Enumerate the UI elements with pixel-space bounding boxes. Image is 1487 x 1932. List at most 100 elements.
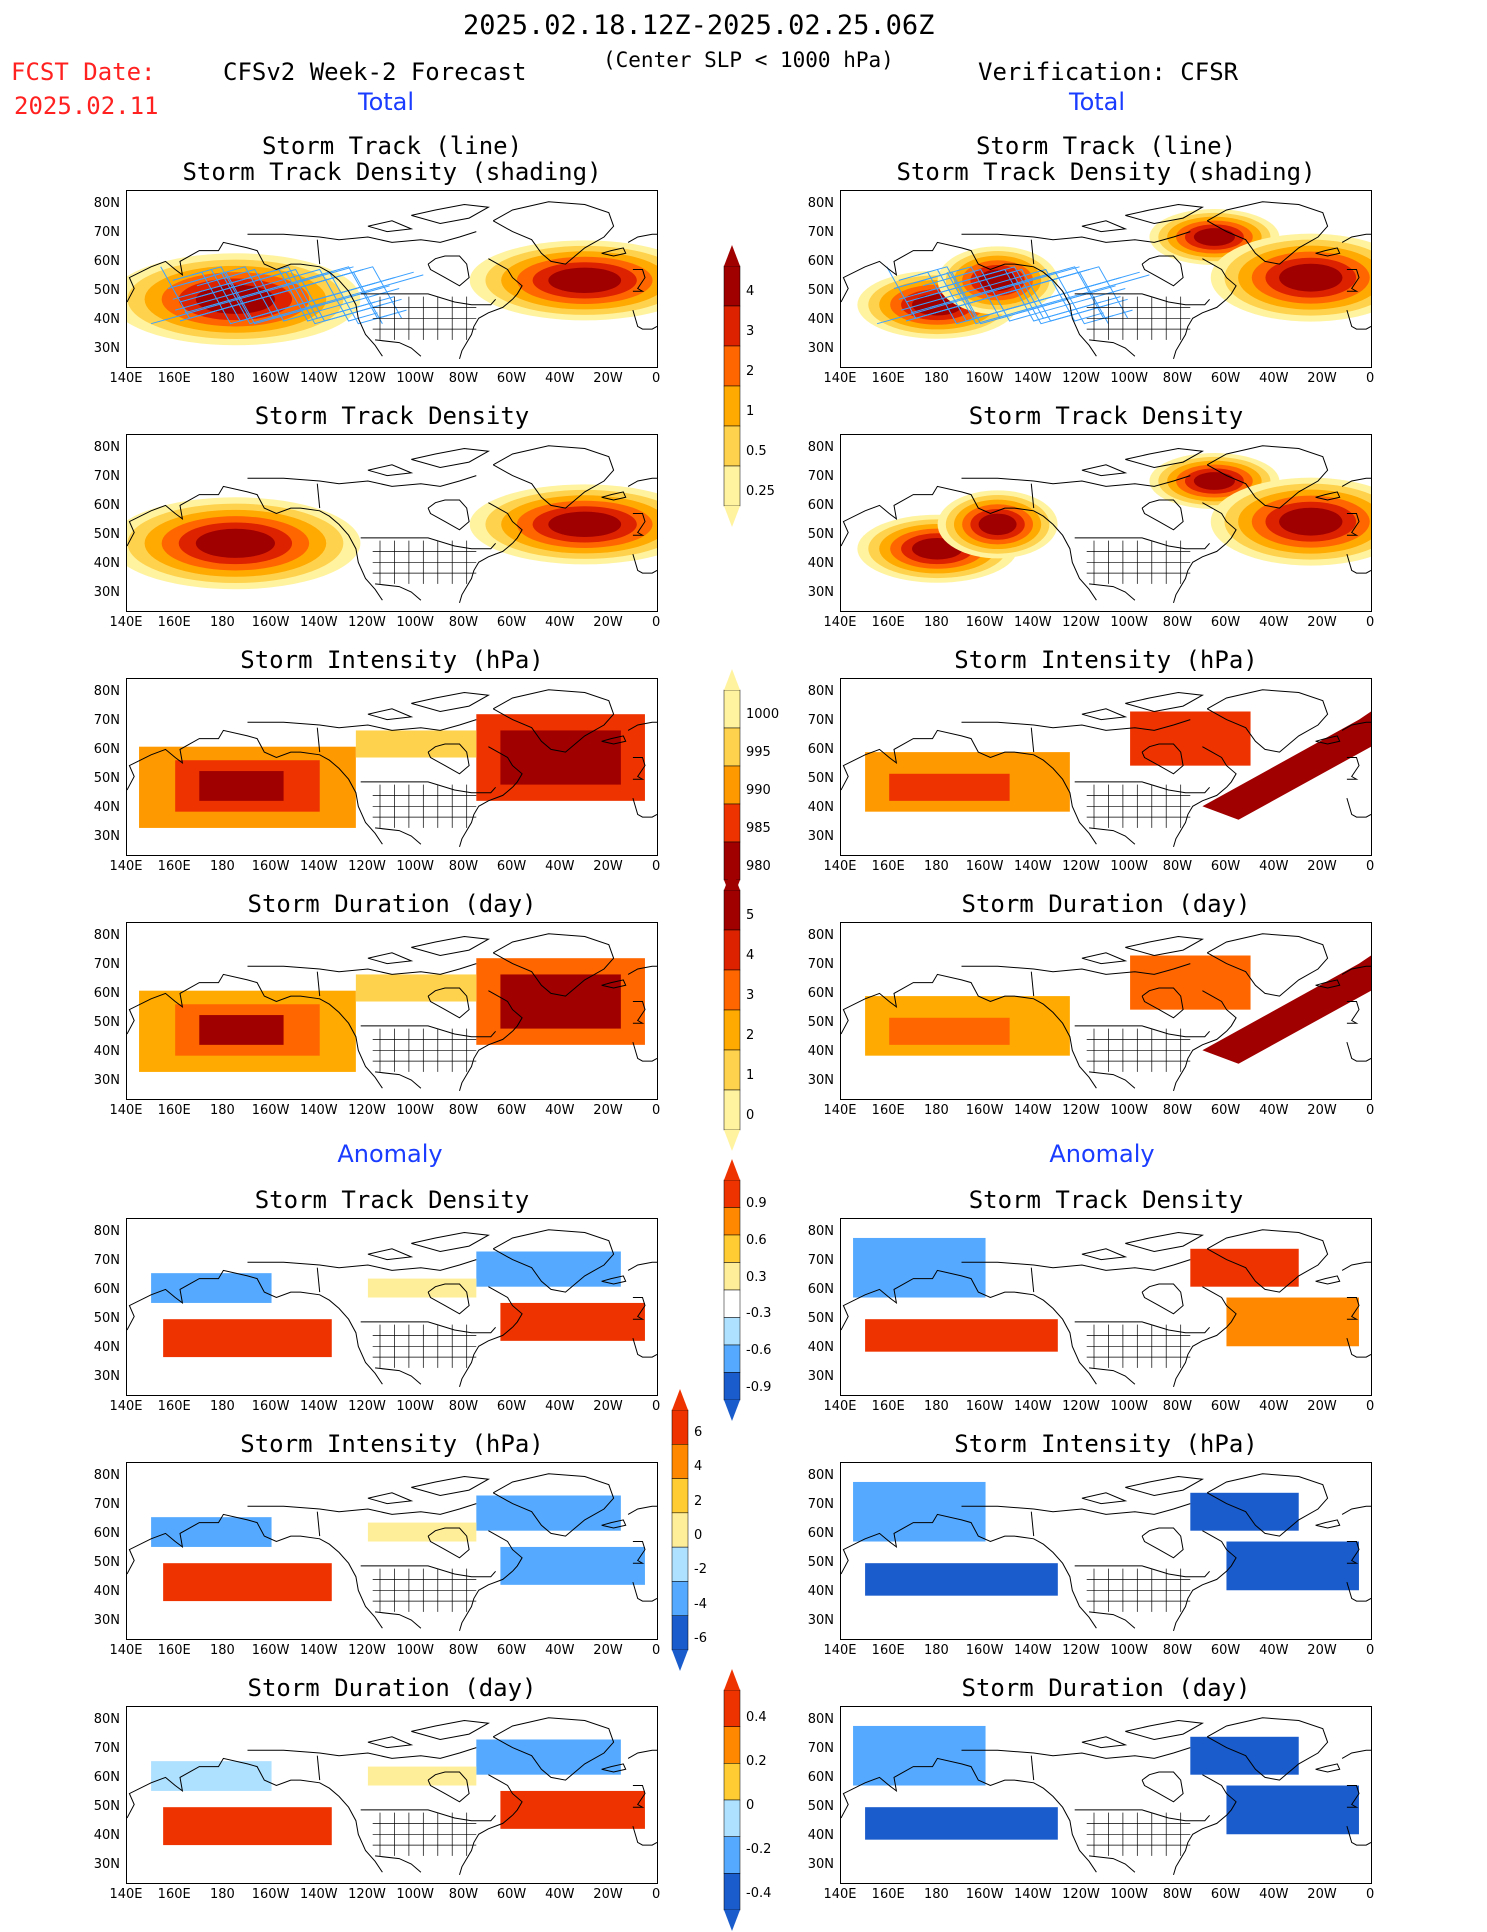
lon-label: 40W bbox=[1259, 1103, 1289, 1118]
coastline-3 bbox=[1173, 1814, 1227, 1876]
coastline-6 bbox=[601, 1275, 627, 1285]
lat-label: 30N bbox=[807, 1369, 834, 1384]
coastline-3 bbox=[459, 786, 513, 848]
storm-track-14 bbox=[184, 271, 388, 325]
map-svg bbox=[127, 689, 657, 848]
lon-label: 140E bbox=[823, 1399, 857, 1414]
panel-title: Storm Track (line) bbox=[975, 132, 1237, 160]
colorbar-label: 6 bbox=[694, 1425, 703, 1441]
map-svg bbox=[841, 201, 1371, 360]
lon-label: 40W bbox=[545, 615, 575, 630]
pacific-core bbox=[889, 773, 1010, 801]
lon-label: 140E bbox=[823, 1103, 857, 1118]
lon-label: 140W bbox=[1013, 1399, 1052, 1414]
lon-label: 160W bbox=[251, 615, 290, 630]
colorbar-swatch bbox=[671, 1409, 689, 1445]
panel-title: Storm Track Density bbox=[254, 1186, 530, 1214]
colorbar-label: 2 bbox=[746, 1028, 755, 1043]
colorbar-swatch bbox=[723, 1089, 741, 1131]
border-2 bbox=[375, 583, 422, 601]
lat-label: 40N bbox=[807, 312, 834, 327]
anom-atlantic bbox=[1226, 1297, 1359, 1347]
coastline-7 bbox=[1346, 1297, 1360, 1320]
coastline-1 bbox=[961, 1503, 1191, 1515]
coastline-8 bbox=[632, 309, 657, 330]
lon-label: 120W bbox=[348, 371, 386, 386]
lat-label: 50N bbox=[93, 283, 120, 298]
storm-track-16 bbox=[196, 268, 400, 322]
coastline-1 bbox=[247, 231, 477, 243]
lon-label: 160W bbox=[251, 1399, 290, 1414]
lon-label: 60W bbox=[1210, 859, 1241, 874]
lat-label: 60N bbox=[807, 498, 834, 513]
colorbar-label: 995 bbox=[746, 745, 771, 760]
coastline-0 bbox=[841, 729, 1097, 845]
lon-label: 140W bbox=[1013, 859, 1052, 874]
map-panel-p2-verification bbox=[840, 434, 1372, 612]
storm-track-1 bbox=[175, 268, 378, 322]
lon-label: 20W bbox=[593, 1643, 623, 1658]
border-1 bbox=[1074, 1565, 1210, 1578]
colorbar-swatch bbox=[671, 1444, 689, 1479]
lon-label: 40W bbox=[1259, 1643, 1289, 1658]
coastline-3 bbox=[459, 298, 513, 360]
colorbar-swatch bbox=[723, 689, 741, 729]
coastline-3 bbox=[1173, 542, 1227, 604]
lat-label: 30N bbox=[93, 341, 120, 356]
coastline-11 bbox=[1081, 1248, 1128, 1261]
storm-track-0 bbox=[150, 266, 354, 325]
lat-label: 30N bbox=[93, 585, 120, 600]
lon-label: 80W bbox=[1162, 371, 1193, 386]
border-2 bbox=[375, 1855, 422, 1873]
lon-label: 160W bbox=[251, 859, 290, 874]
coastline-7 bbox=[1346, 1785, 1360, 1808]
coastline-2 bbox=[1141, 1283, 1184, 1315]
lat-label: 40N bbox=[807, 1828, 834, 1843]
coastline-11 bbox=[1081, 220, 1128, 233]
coastline-2 bbox=[1141, 1527, 1184, 1559]
lon-label: 80W bbox=[1162, 1887, 1193, 1902]
lat-label: 70N bbox=[93, 713, 120, 728]
anom-atlantic bbox=[1226, 1785, 1359, 1835]
coastline-2 bbox=[1141, 987, 1184, 1019]
storm-track-15 bbox=[898, 266, 1102, 319]
lon-label: 160E bbox=[157, 371, 191, 386]
colorbar-label: -0.3 bbox=[746, 1306, 772, 1322]
lat-label: 80N bbox=[807, 928, 834, 943]
anom-canada bbox=[367, 1522, 477, 1542]
panel-title: Storm Track Density bbox=[968, 402, 1244, 430]
storm-track-7 bbox=[893, 271, 1097, 325]
lat-label: 70N bbox=[807, 469, 834, 484]
coastline-1 bbox=[961, 1747, 1191, 1759]
coastline-0 bbox=[841, 1269, 1097, 1385]
coastline-1 bbox=[961, 231, 1191, 243]
lon-label: 160W bbox=[251, 1887, 290, 1902]
border-2 bbox=[1089, 583, 1136, 601]
border-0 bbox=[316, 239, 321, 265]
lon-label: 140E bbox=[823, 1643, 857, 1658]
lon-label: 40W bbox=[545, 1399, 575, 1414]
colorbar-swatch bbox=[723, 1207, 741, 1236]
coastline-3 bbox=[459, 1814, 513, 1876]
lon-label: 60W bbox=[1210, 1399, 1241, 1414]
anom-canada bbox=[367, 1766, 477, 1786]
lat-label: 80N bbox=[93, 928, 120, 943]
lon-label: 160W bbox=[965, 1887, 1004, 1902]
colorbar-anom_intensity bbox=[671, 1389, 689, 1671]
colorbar-label: 0.5 bbox=[746, 444, 767, 459]
coastline-3 bbox=[1173, 1030, 1227, 1092]
lon-label: 140W bbox=[1013, 1643, 1052, 1658]
colorbar-intensity bbox=[723, 669, 741, 901]
colorbar-swatch bbox=[723, 385, 741, 427]
map-panel-p5-forecast bbox=[126, 1218, 658, 1396]
colorbar-swatch bbox=[723, 345, 741, 387]
forecast-period: 2025.02.18.12Z-2025.02.25.06Z bbox=[463, 10, 935, 41]
colorbar-top-arrow bbox=[724, 669, 740, 690]
lon-label: 140E bbox=[823, 1887, 857, 1902]
atlantic-max bbox=[500, 730, 621, 785]
coastline-6 bbox=[1315, 491, 1341, 501]
map-svg bbox=[841, 933, 1371, 1092]
colorbar-label: 1 bbox=[746, 404, 755, 419]
map-panel-p7-verification bbox=[840, 1706, 1372, 1884]
lat-label: 60N bbox=[93, 254, 120, 269]
